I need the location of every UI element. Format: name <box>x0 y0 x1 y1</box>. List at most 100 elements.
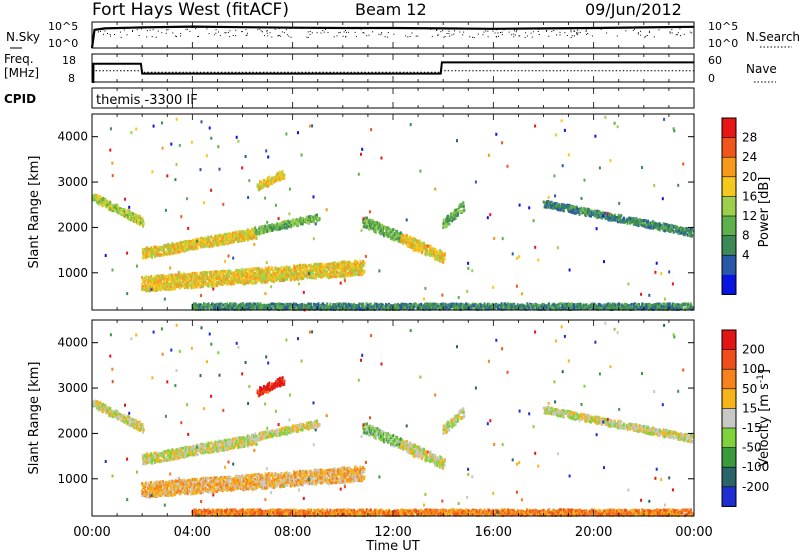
noise-dot <box>174 35 176 37</box>
heatmap-cell <box>443 221 446 225</box>
heatmap-cell <box>246 306 249 310</box>
noise-dot <box>532 31 534 33</box>
heatmap-cell <box>346 268 349 271</box>
heatmap-cell <box>328 272 331 276</box>
heatmap-cell <box>184 275 187 279</box>
heatmap-cell <box>421 245 424 248</box>
heatmap-cell <box>163 251 166 255</box>
heatmap-cell <box>189 246 192 250</box>
beam-label: Beam 12 <box>355 0 427 19</box>
noise-dot <box>526 35 528 37</box>
heatmap-cell <box>341 304 344 308</box>
noise-dot <box>490 28 492 30</box>
heatmap-cell <box>681 227 684 231</box>
heatmap-cell <box>243 305 246 309</box>
noise-dot <box>473 37 475 38</box>
heatmap-cell <box>247 302 250 306</box>
heatmap-cell <box>251 281 254 285</box>
heatmap-cell <box>376 226 379 230</box>
heatmap-cell <box>373 227 376 231</box>
heatmap-cell <box>383 226 386 230</box>
heatmap-cell <box>233 231 236 235</box>
heatmap-cell <box>600 212 603 216</box>
heatmap-cell <box>134 220 137 224</box>
noise-dot <box>232 35 234 36</box>
heatmap-cell <box>679 227 682 231</box>
heatmap-cell <box>608 214 611 218</box>
heatmap-cell <box>277 267 280 271</box>
heatmap-cell <box>367 219 370 223</box>
noise-dot <box>345 36 347 38</box>
noise-dot <box>518 35 520 37</box>
noise-dot <box>634 28 635 30</box>
heatmap-cell <box>316 262 319 266</box>
heatmap-cell <box>109 208 112 212</box>
heatmap-cell <box>309 263 312 267</box>
heatmap-cell <box>311 215 314 219</box>
heatmap-cell <box>363 269 366 273</box>
heatmap-cell <box>225 270 228 274</box>
heatmap-cell <box>247 268 250 271</box>
heatmap-cell <box>246 230 249 234</box>
heatmap-cell <box>254 302 257 306</box>
noise-dot <box>260 30 262 32</box>
heatmap-cell <box>375 224 378 228</box>
heatmap-cell <box>132 217 134 221</box>
heatmap-cell <box>195 272 198 276</box>
heatmap-cell <box>155 245 158 249</box>
noise-trace <box>90 25 695 49</box>
heatmap-cell <box>132 213 135 217</box>
noise-dot <box>430 28 432 30</box>
heatmap-cell <box>160 287 163 291</box>
heatmap-cell <box>335 268 338 271</box>
heatmap-cell <box>279 306 282 310</box>
noise-dot <box>598 28 600 30</box>
heatmap-cell <box>305 215 308 219</box>
noise-dot <box>415 35 417 37</box>
heatmap-cell <box>164 287 167 291</box>
heatmap-cell <box>155 250 158 254</box>
heatmap-cell <box>227 281 230 285</box>
heatmap-cell <box>213 270 216 274</box>
heatmap-cell <box>284 306 287 310</box>
heatmap-cell <box>140 217 143 221</box>
heatmap-cell <box>558 203 561 207</box>
heatmap-cell <box>169 284 172 288</box>
heatmap-cell <box>268 307 271 311</box>
heatmap-cell <box>667 225 670 229</box>
heatmap-cell <box>425 250 428 254</box>
heatmap-cell <box>389 228 392 232</box>
heatmap-cell <box>142 224 144 228</box>
noise-dot <box>514 29 516 30</box>
heatmap-cell <box>282 307 285 311</box>
noise-dot <box>669 31 671 33</box>
heatmap-cell <box>280 174 283 178</box>
heatmap-cell <box>218 271 220 275</box>
heatmap-cell <box>102 197 105 200</box>
heatmap-cell <box>442 255 445 259</box>
heatmap-cell <box>366 222 369 226</box>
heatmap-cell <box>577 210 580 214</box>
heatmap-cell <box>332 307 335 311</box>
heatmap-cell <box>358 302 361 306</box>
heatmap-cell <box>269 302 272 306</box>
heatmap-cell <box>181 249 184 253</box>
heatmap-cell <box>181 283 184 287</box>
noise-dot <box>267 35 269 37</box>
heatmap-cell <box>254 281 257 285</box>
noise-dot <box>498 35 499 37</box>
heatmap-cell <box>126 213 129 217</box>
heatmap-cell <box>254 226 257 230</box>
noise-dot <box>280 35 282 37</box>
heatmap-cell <box>108 203 111 207</box>
heatmap-cell <box>96 194 99 198</box>
noise-dot <box>393 33 395 35</box>
heatmap-cell <box>253 229 255 232</box>
heatmap-cell <box>142 249 145 253</box>
heatmap-cell <box>210 274 213 278</box>
heatmap-cell <box>314 273 317 277</box>
heatmap-cell <box>294 269 297 273</box>
heatmap-cell <box>319 303 322 307</box>
heatmap-cell <box>315 217 318 221</box>
noise-dot <box>548 35 550 37</box>
